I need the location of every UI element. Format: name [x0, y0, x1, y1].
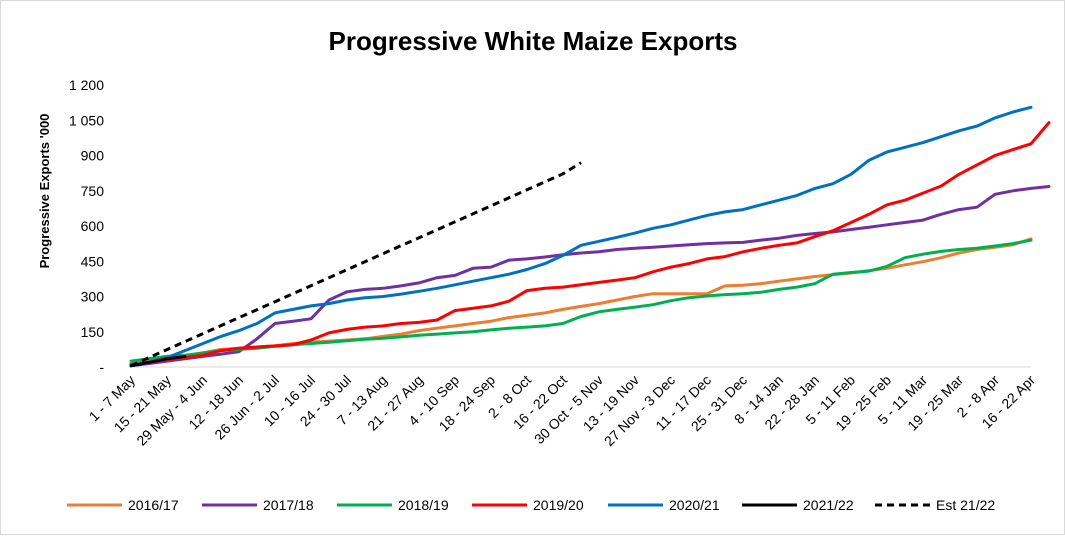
y-tick-label: 450 [81, 253, 105, 269]
y-tick-label: - [99, 359, 104, 375]
series-line-2018-19 [129, 238, 1033, 363]
y-tick-label: 150 [81, 324, 105, 340]
legend-label: 2021/22 [803, 497, 854, 513]
legend-label: 2016/17 [128, 497, 179, 513]
y-tick-label: 900 [81, 148, 105, 164]
legend-label: Est 21/22 [936, 497, 995, 513]
y-tick-label: 600 [81, 218, 105, 234]
series-line-2017-18 [129, 185, 1051, 368]
series-line-est-21-22 [130, 161, 582, 368]
y-tick-label: 300 [81, 289, 105, 305]
legend-label: 2019/20 [533, 497, 584, 513]
chart-title: Progressive White Maize Exports [329, 26, 738, 56]
series-layer [129, 105, 1051, 368]
y-tick-label: 750 [81, 183, 105, 199]
legend-label: 2020/21 [669, 497, 720, 513]
y-tick-label: 1 050 [69, 112, 104, 128]
series-line-2019-20 [129, 121, 1051, 367]
y-tick-label: 1 200 [69, 77, 104, 93]
series-line-2020-21 [129, 105, 1033, 367]
series-line-2016-17 [129, 237, 1033, 365]
legend: 2016/17 2017/18 2018/19 2019/20 2020/21 2021/… [67, 497, 995, 513]
series-line-2021-22 [129, 354, 187, 368]
legend-label: 2017/18 [263, 497, 314, 513]
legend-label: 2018/19 [398, 497, 449, 513]
y-axis-label: Progressive Exports '000 [37, 114, 52, 269]
